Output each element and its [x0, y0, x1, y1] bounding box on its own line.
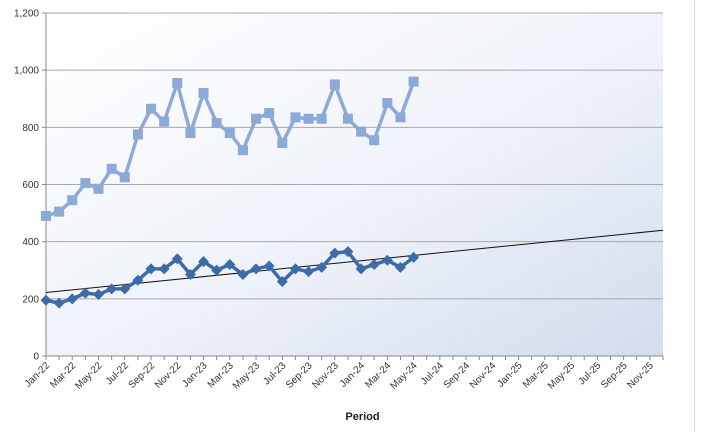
- x-tick-label: Nov-23: [310, 360, 341, 391]
- data-point: [290, 112, 301, 123]
- data-point: [145, 263, 157, 275]
- x-tick-label: Sep-24: [442, 360, 473, 391]
- data-point: [146, 103, 157, 114]
- data-point: [289, 263, 301, 275]
- panel-border: [694, 0, 695, 432]
- data-point: [316, 261, 328, 273]
- data-point: [250, 263, 262, 275]
- data-point: [237, 145, 248, 156]
- data-point: [79, 287, 91, 299]
- x-tick-label: Nov-24: [468, 360, 499, 391]
- data-point: [106, 283, 118, 295]
- data-point: [355, 263, 367, 275]
- data-point: [53, 297, 65, 309]
- data-point: [316, 113, 327, 124]
- series-2: [40, 246, 420, 309]
- data-point: [329, 79, 340, 90]
- x-tick-label: Jan-24: [338, 360, 368, 390]
- data-point: [198, 256, 210, 268]
- data-point: [184, 269, 196, 281]
- x-tick-label: Sep-22: [127, 360, 158, 391]
- data-point: [369, 135, 380, 146]
- data-point: [119, 172, 130, 183]
- data-point: [66, 293, 78, 305]
- data-point: [158, 263, 170, 275]
- series-layer: [40, 76, 420, 309]
- data-point: [356, 126, 367, 137]
- y-tick-label: 600: [22, 180, 39, 191]
- data-point: [382, 98, 393, 109]
- data-point: [368, 259, 380, 271]
- data-point: [159, 116, 170, 127]
- data-point: [303, 266, 315, 278]
- x-tick-label: Jan-22: [23, 360, 53, 390]
- data-point: [224, 259, 236, 271]
- data-point: [395, 112, 406, 123]
- data-point: [342, 246, 354, 258]
- x-tick-label: Sep-25: [599, 360, 630, 391]
- data-point: [54, 206, 65, 217]
- data-point: [171, 253, 183, 265]
- data-point: [106, 163, 117, 174]
- x-tick-label: May-23: [231, 360, 263, 392]
- data-point: [408, 251, 420, 263]
- data-point: [80, 178, 91, 189]
- x-tick-label: Nov-25: [625, 360, 656, 391]
- data-point: [132, 274, 144, 286]
- data-point: [264, 108, 275, 119]
- data-point: [119, 283, 131, 295]
- y-tick-label: 0: [33, 352, 39, 363]
- data-point: [394, 261, 406, 273]
- data-point: [185, 128, 196, 139]
- data-point: [132, 129, 143, 140]
- data-point: [172, 78, 183, 89]
- data-point: [263, 260, 275, 272]
- data-point: [303, 113, 314, 124]
- data-point: [276, 276, 288, 288]
- x-axis-title: Period: [345, 411, 379, 423]
- y-tick-label: 1,200: [14, 9, 39, 20]
- data-point: [224, 128, 235, 139]
- data-point: [40, 294, 52, 306]
- data-point: [93, 183, 104, 194]
- data-point: [93, 289, 105, 301]
- data-point: [342, 113, 353, 124]
- data-point: [251, 113, 262, 124]
- y-tick-label: 1,000: [14, 66, 39, 77]
- data-point: [211, 264, 223, 276]
- data-point: [211, 118, 222, 129]
- x-tick-label: Nov-22: [153, 360, 184, 391]
- data-point: [41, 210, 51, 221]
- data-point: [198, 88, 209, 99]
- y-tick-label: 400: [22, 237, 39, 248]
- data-point: [408, 76, 419, 87]
- data-point: [237, 269, 249, 281]
- y-tick-label: 200: [22, 294, 39, 305]
- x-tick-label: May-24: [388, 360, 420, 392]
- data-point: [329, 247, 341, 259]
- data-point: [381, 254, 393, 266]
- x-tick-label: Sep-23: [284, 360, 315, 391]
- x-tick-label: Jan-23: [180, 360, 210, 390]
- y-tick-label: 800: [22, 123, 39, 134]
- x-tick-label: Jan-25: [495, 360, 525, 390]
- data-point: [67, 195, 78, 206]
- data-point: [277, 138, 288, 149]
- x-tick-label: May-22: [73, 360, 105, 392]
- x-tick-label: May-25: [546, 360, 578, 392]
- series-1: [41, 76, 419, 221]
